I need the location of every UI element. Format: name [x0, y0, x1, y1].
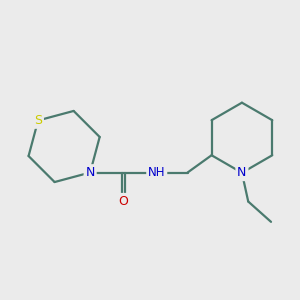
Text: O: O — [118, 195, 128, 208]
Text: N: N — [85, 166, 95, 179]
Text: S: S — [34, 114, 42, 127]
Text: NH: NH — [148, 166, 166, 179]
Text: N: N — [237, 166, 247, 179]
